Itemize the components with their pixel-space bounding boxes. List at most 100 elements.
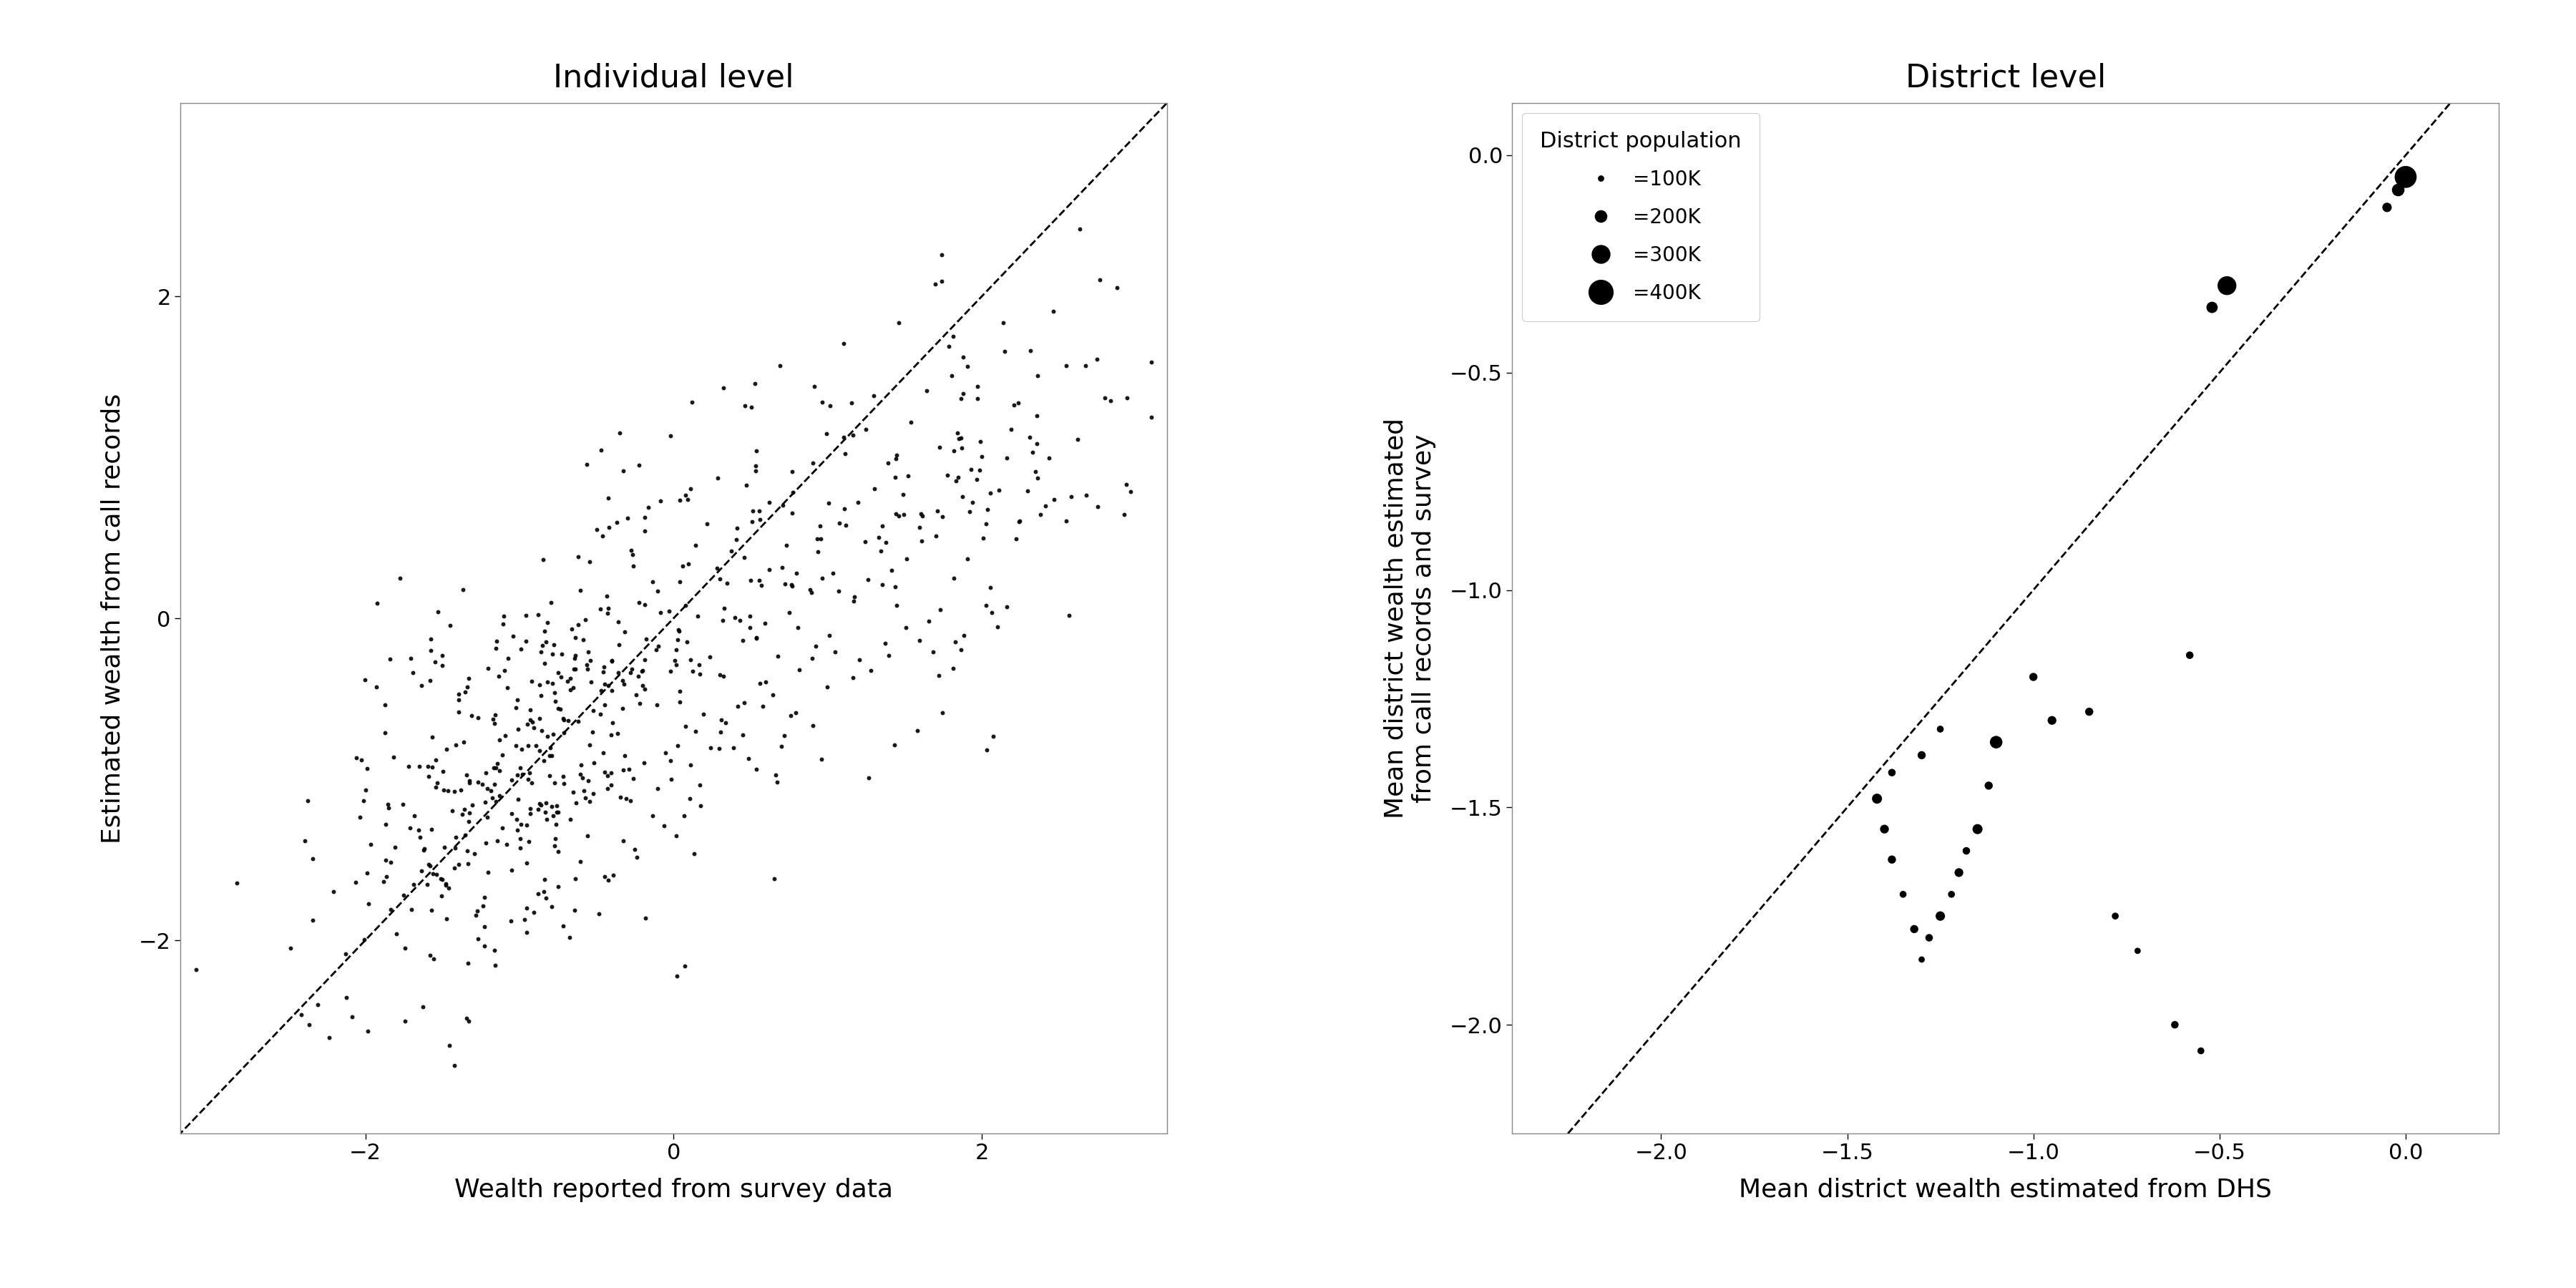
Point [611,659,652,680]
Point [507,769,549,790]
Point [876,504,917,524]
Point [603,674,644,694]
Point [649,769,690,790]
Point [884,505,925,526]
Point [940,640,981,661]
Point [510,710,551,730]
Point [435,838,477,859]
Point [448,953,489,974]
Point [618,693,659,714]
Point [446,1009,487,1029]
Point [680,796,721,817]
Point [523,550,564,571]
Point [518,799,559,819]
Point [603,746,644,766]
Point [590,762,631,783]
Point [554,627,595,648]
Point [528,746,569,766]
Point [471,787,513,808]
Point [907,611,948,631]
Point [860,515,902,536]
Point [420,886,461,907]
Point [574,752,616,773]
Point [477,753,518,774]
Point [672,661,714,681]
Point [541,644,582,665]
Point [762,495,804,515]
Point [659,571,701,591]
Point [500,757,541,778]
Point [453,844,495,864]
Point [662,805,703,826]
Point [582,662,623,683]
Point [474,791,515,811]
Point [526,631,567,652]
Point [1033,489,1074,510]
Point [592,652,634,672]
Point [533,644,574,665]
Point [1865,819,1906,840]
Point [582,526,623,546]
Point [502,739,544,760]
Point [659,491,701,511]
Point [464,936,505,957]
Point [289,791,330,811]
Point [667,554,708,574]
Point [806,676,848,697]
Point [1046,511,1087,532]
Point [1059,219,1100,240]
Point [999,511,1041,532]
Point [538,698,580,719]
Point [701,710,742,730]
Point [531,796,572,817]
Point [1018,366,1059,386]
Point [417,864,459,885]
Point [559,580,600,600]
Point [623,520,665,541]
Point [914,274,956,295]
Point [505,631,546,652]
Point [896,720,938,741]
Point [605,622,647,643]
Point [670,649,711,670]
Point [621,661,662,681]
Point [984,341,1025,362]
Point [680,665,721,685]
Point [938,466,979,487]
Point [345,759,386,779]
Point [886,617,927,638]
Point [376,923,417,944]
Point [768,603,809,623]
Point [528,672,569,693]
Point [425,875,466,895]
Point [966,595,1007,616]
Point [492,769,533,790]
Point [603,698,644,719]
Point [482,614,523,635]
Point [446,824,487,845]
Point [523,869,564,890]
Point [999,511,1041,532]
Point [430,614,471,635]
Point [801,568,842,589]
Point [773,461,814,482]
Point [613,556,654,577]
Point [410,855,451,876]
Point [2179,1041,2221,1061]
Point [907,380,948,401]
Point [659,692,701,712]
Point [433,800,474,820]
Point [649,601,690,622]
Point [811,563,853,583]
Point [482,607,523,627]
Point [528,737,569,757]
Point [363,723,404,743]
Point [626,629,667,649]
Point [528,726,569,747]
Point [1105,388,1146,408]
Point [1012,442,1054,462]
Point [706,573,747,594]
Point [752,684,793,705]
Point [732,500,773,520]
Point [878,505,920,526]
